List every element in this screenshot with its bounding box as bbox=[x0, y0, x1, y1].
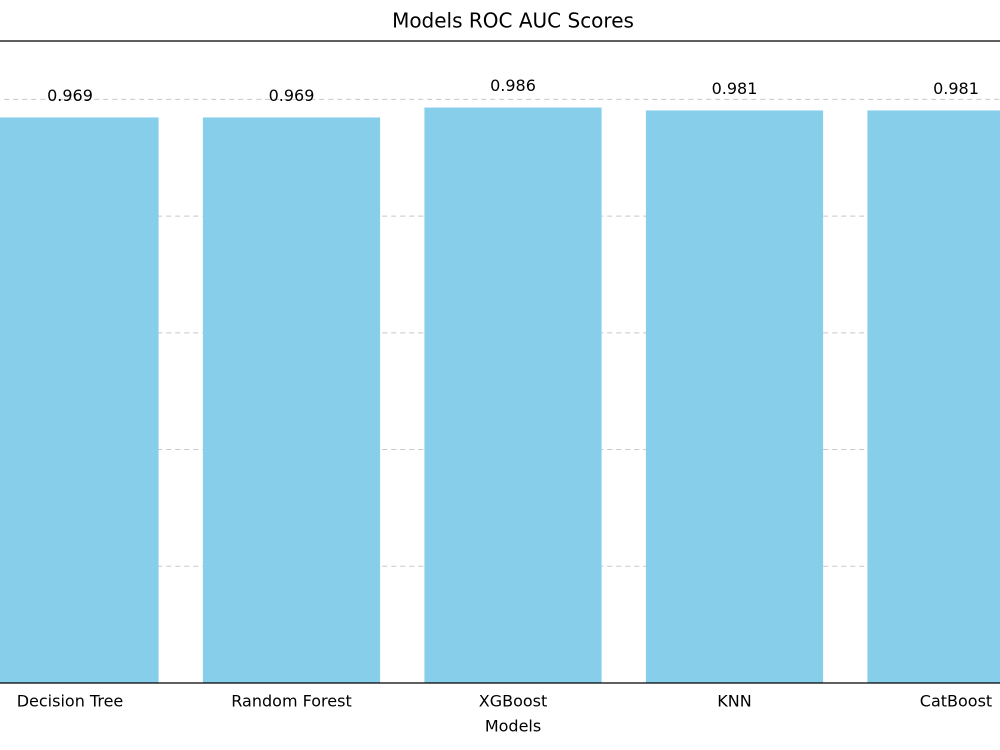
bar bbox=[202, 117, 381, 683]
bar bbox=[424, 107, 602, 683]
x-tick-label: XGBoost bbox=[479, 692, 548, 711]
value-label: 0.986 bbox=[490, 76, 536, 95]
x-tick-label: Random Forest bbox=[231, 692, 351, 711]
value-label: 0.981 bbox=[933, 79, 979, 98]
value-label: 0.969 bbox=[269, 86, 315, 105]
chart-title: Models ROC AUC Scores bbox=[392, 9, 634, 33]
x-tick-label: Decision Tree bbox=[17, 692, 124, 711]
value-label: 0.981 bbox=[712, 79, 758, 98]
bar bbox=[0, 117, 159, 683]
x-tick-label: CatBoost bbox=[920, 692, 992, 711]
bar bbox=[867, 110, 1000, 683]
bar bbox=[645, 110, 824, 683]
x-axis-label: Models bbox=[485, 717, 541, 736]
x-tick-label: KNN bbox=[717, 692, 751, 711]
value-label: 0.969 bbox=[47, 86, 93, 105]
